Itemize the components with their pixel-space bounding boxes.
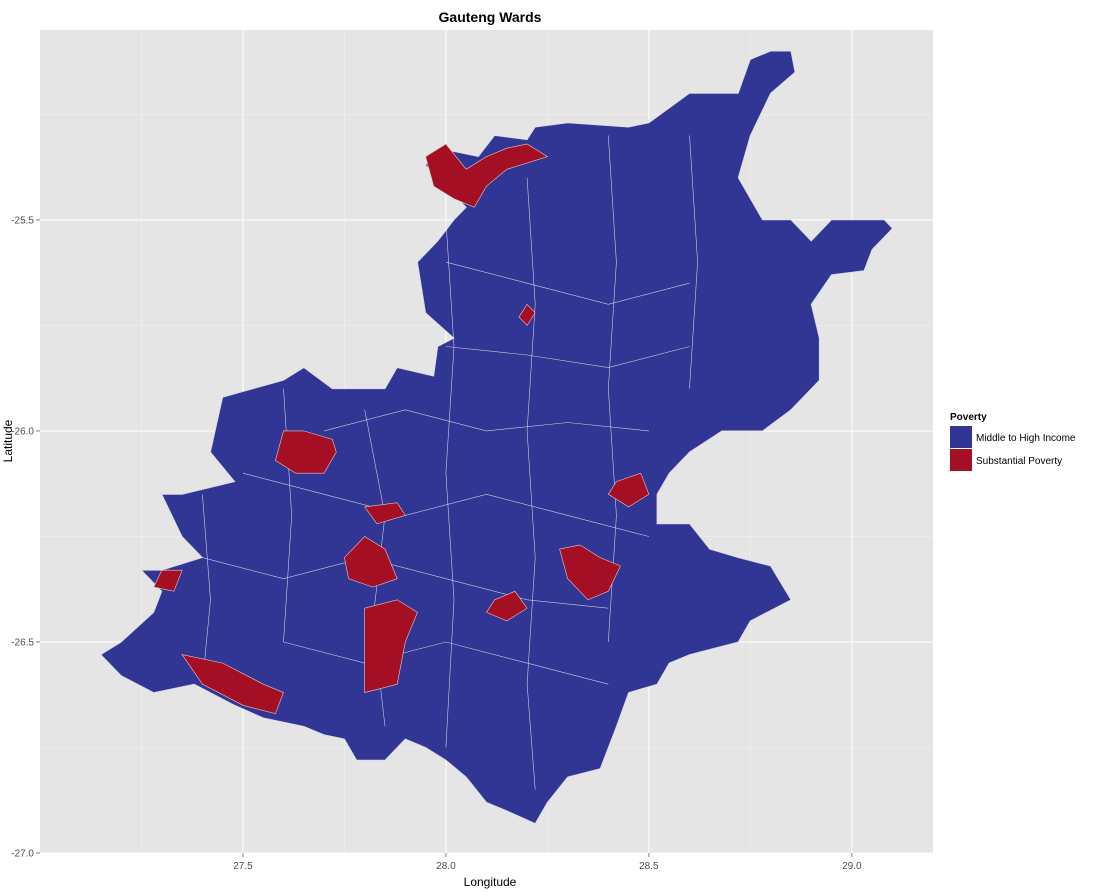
y-tick-label: -25.5: [11, 215, 34, 226]
ward-boundary-line: [445, 346, 690, 368]
x-tick-label: 27.5: [233, 861, 253, 872]
y-tick-label: -27.0: [11, 849, 34, 860]
ward-boundary-line: [445, 261, 690, 305]
ward-boundary-line: [324, 409, 649, 432]
poverty-regions: [153, 143, 650, 715]
legend-label-poverty: Substantial Poverty: [976, 456, 1062, 467]
ward-boundary-line: [607, 135, 617, 643]
x-tick-label: 28.5: [639, 861, 659, 872]
poverty-region: [607, 472, 650, 508]
y-axis-title: Latitude: [1, 419, 15, 462]
poverty-region: [559, 544, 621, 601]
y-tick-label: -26.5: [11, 637, 34, 648]
x-tick-label: 28.0: [436, 861, 456, 872]
poverty-region: [486, 590, 528, 622]
legend-title: Poverty: [950, 412, 987, 423]
y-axis-ticks: -25.5 -26.0 -26.5 -27.0: [11, 215, 40, 860]
ward-boundary-line: [445, 219, 455, 748]
chart-title: Gauteng Wards: [439, 9, 542, 25]
poverty-region: [275, 430, 337, 474]
legend-label-income: Middle to High Income: [976, 433, 1076, 444]
x-axis-ticks: 27.5 28.0 28.5 29.0: [233, 853, 862, 872]
ward-boundaries: [202, 135, 698, 790]
poverty-region: [518, 303, 536, 326]
ward-boundary-line: [283, 641, 609, 685]
ward-boundary-line: [242, 472, 649, 537]
legend-swatch-poverty: [950, 449, 972, 471]
poverty-region: [364, 502, 406, 525]
x-axis-title: Longitude: [464, 875, 517, 889]
poverty-region: [425, 143, 549, 208]
ward-boundary-line: [526, 177, 536, 790]
legend-swatch-income: [950, 426, 972, 448]
poverty-region: [181, 654, 284, 715]
legend: Poverty Middle to High Income Substantia…: [950, 412, 1076, 471]
map-layer: [100, 50, 893, 825]
gauteng-outline: [100, 50, 893, 825]
ward-boundary-line: [689, 135, 698, 389]
poverty-region: [153, 569, 183, 592]
ward-boundary-line: [202, 557, 609, 609]
ward-boundary-line: [202, 494, 211, 685]
poverty-region: [344, 536, 398, 588]
y-tick-label: -26.0: [11, 426, 34, 437]
x-tick-label: 29.0: [842, 861, 862, 872]
poverty-region: [364, 599, 418, 693]
